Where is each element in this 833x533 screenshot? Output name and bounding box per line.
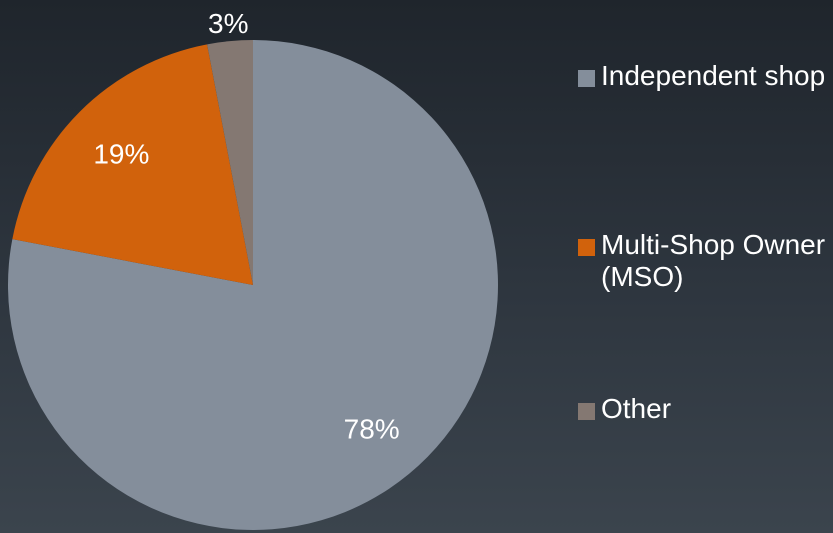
legend-label-multi-shop-owner: Multi-Shop Owner (MSO) [601,229,826,292]
data-label-multi-shop-owner: 19% [93,138,149,169]
legend-swatch-other [578,403,595,420]
legend-item-independent-shop: Independent shop [578,60,826,92]
slice-multi-shop-owner [12,44,253,285]
legend-label-other: Other [601,393,672,424]
legend-label-independent-shop: Independent shop [601,60,826,91]
data-label-independent-shop: 78% [344,413,400,444]
legend-item-other: Other [578,393,826,425]
slice-other [207,40,253,285]
legend-swatch-independent-shop [578,70,595,87]
data-label-other: 3% [208,8,248,39]
legend-swatch-multi-shop-owner [578,239,595,256]
legend-item-multi-shop-owner: Multi-Shop Owner (MSO) [578,229,826,293]
